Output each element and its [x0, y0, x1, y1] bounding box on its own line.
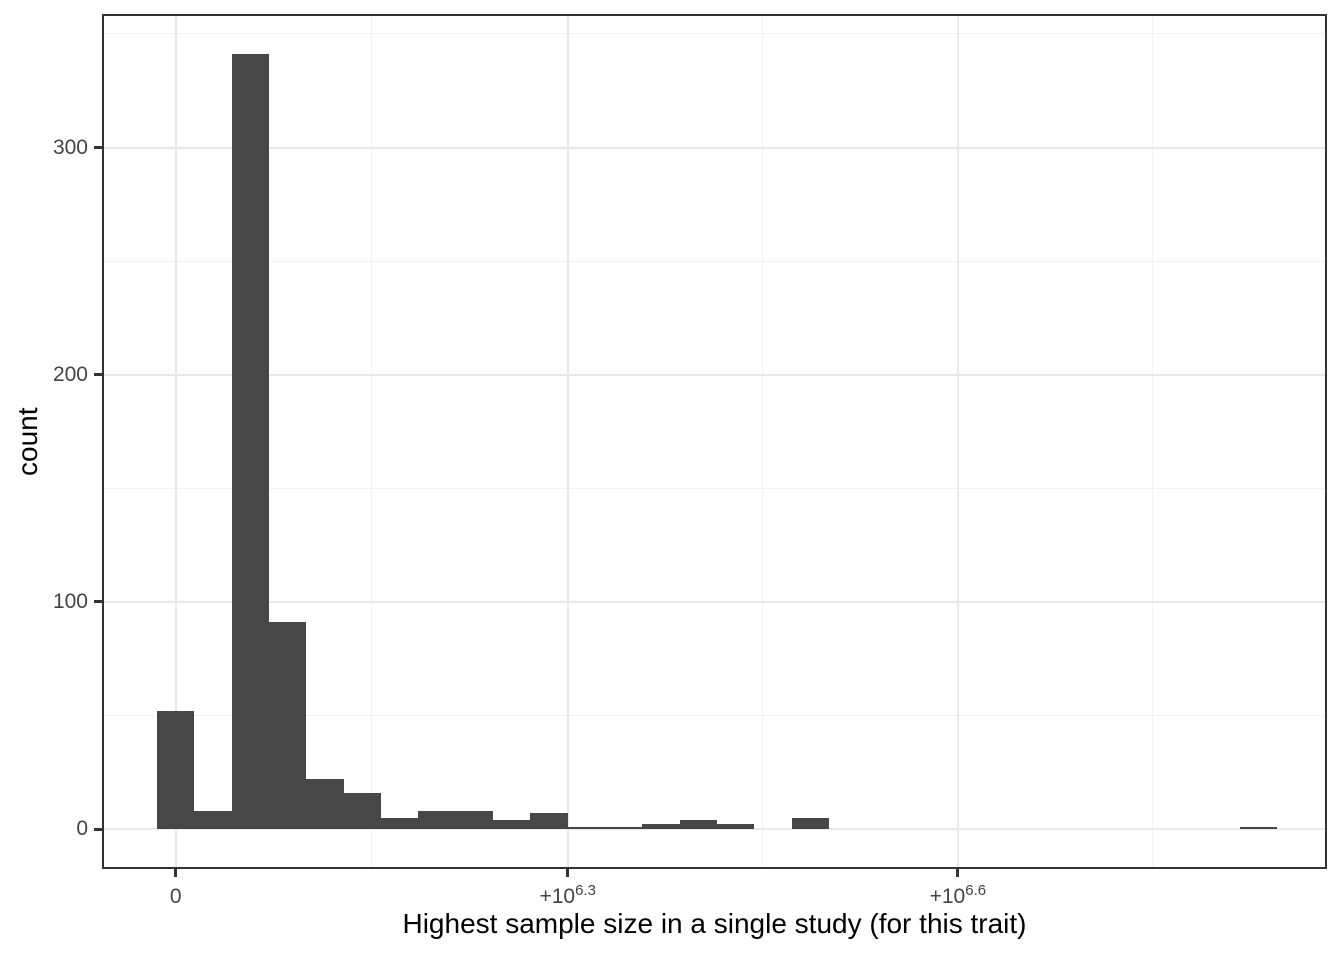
minor-gridline-vertical	[762, 14, 764, 869]
x-tick-label: 0	[170, 884, 182, 910]
x-tick-label-base: 0	[169, 885, 182, 908]
x-tick-label-base: +10	[929, 885, 966, 908]
x-tick-label-exponent: 6.3	[575, 882, 596, 899]
histogram-bar	[642, 824, 680, 829]
major-gridline-vertical	[174, 14, 177, 869]
histogram-bar	[418, 810, 456, 830]
y-tick-label: 100	[52, 589, 88, 613]
x-tick-label: +106.6	[929, 882, 987, 912]
minor-gridline-horizontal	[102, 260, 1327, 262]
histogram-bar	[194, 810, 232, 830]
major-gridline-vertical	[956, 14, 959, 869]
minor-gridline-horizontal	[102, 33, 1327, 35]
histogram-bar	[269, 622, 307, 830]
histogram-bar	[380, 817, 419, 829]
histogram-bar	[1239, 826, 1277, 829]
major-gridline-horizontal	[102, 600, 1327, 603]
x-tick-mark	[174, 869, 178, 877]
histogram-bar	[231, 54, 269, 829]
y-tick-mark	[94, 146, 102, 150]
minor-gridline-horizontal	[102, 714, 1327, 716]
major-gridline-vertical	[566, 14, 569, 869]
histogram-bar	[306, 779, 344, 830]
histogram-bar	[567, 826, 605, 829]
x-tick-mark	[956, 869, 960, 877]
x-tick-label-exponent: 6.6	[965, 882, 987, 899]
histogram-bar	[604, 826, 643, 829]
y-axis-title: count	[12, 407, 43, 476]
plot-panel	[102, 14, 1327, 869]
y-tick-mark	[94, 827, 102, 831]
histogram-bar	[157, 710, 195, 829]
major-gridline-horizontal	[102, 828, 1327, 831]
minor-gridline-vertical	[1152, 14, 1154, 869]
y-tick-label: 200	[52, 362, 88, 386]
major-gridline-horizontal	[102, 373, 1327, 376]
x-tick-mark	[566, 869, 570, 877]
x-tick-label-base: +10	[539, 885, 576, 908]
histogram-bar	[716, 824, 755, 829]
histogram-bar	[455, 810, 493, 830]
minor-gridline-horizontal	[102, 487, 1327, 489]
y-tick-mark	[94, 373, 102, 377]
histogram-bar	[679, 819, 717, 829]
minor-gridline-vertical	[371, 14, 373, 869]
y-tick-mark	[94, 600, 102, 604]
histogram-bar	[343, 792, 381, 830]
x-axis-title: Highest sample size in a single study (f…	[402, 908, 1027, 939]
y-tick-label: 0	[76, 817, 88, 841]
histogram-bar	[492, 819, 531, 829]
x-tick-label: +106.3	[539, 882, 596, 912]
y-tick-label: 300	[52, 135, 88, 159]
histogram-bar	[530, 813, 568, 829]
major-gridline-horizontal	[102, 146, 1327, 149]
histogram-bar	[791, 817, 829, 829]
